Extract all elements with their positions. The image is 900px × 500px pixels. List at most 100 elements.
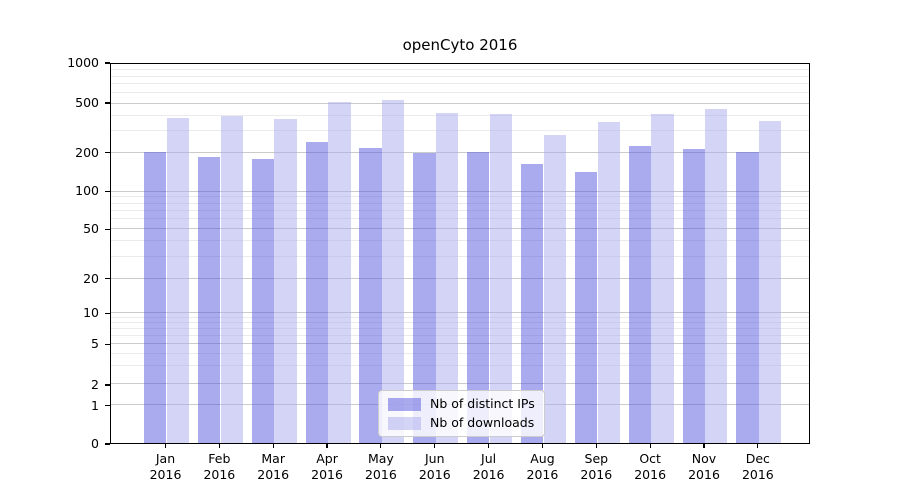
x-tick-mark-jan-2016 <box>164 444 167 448</box>
gridline-major-10 <box>111 312 809 314</box>
y-tick-mark-100 <box>105 190 110 192</box>
legend-item-downloads: Nb of downloads <box>388 416 535 430</box>
bar-distinct-ips-dec-2016 <box>736 151 759 443</box>
legend: Nb of distinct IPs Nb of downloads <box>378 390 545 437</box>
x-tick-mark-jul-2016 <box>488 444 490 448</box>
bar-downloads-jan-2016 <box>166 117 189 443</box>
y-tick-label-20: 20 <box>83 270 99 286</box>
bar-distinct-ips-apr-2016 <box>305 142 328 443</box>
bar-downloads-dec-2016 <box>759 121 782 443</box>
gridline-major-200 <box>111 152 809 154</box>
y-tick-label-10: 10 <box>83 305 99 321</box>
gridline-minor-400 <box>111 114 809 116</box>
gridline-minor-6 <box>111 334 809 336</box>
bar-downloads-mar-2016 <box>274 118 297 443</box>
gridline-minor-8 <box>111 321 809 323</box>
gridline-minor-600 <box>111 92 809 94</box>
x-tick-mark-apr-2016 <box>326 444 328 448</box>
gridline-minor-30 <box>111 255 809 257</box>
x-tick-mark-feb-2016 <box>218 444 220 448</box>
bar-distinct-ips-may-2016 <box>359 147 382 443</box>
y-tick-label-50: 50 <box>83 220 99 236</box>
bar-distinct-ips-jan-2016 <box>144 151 167 443</box>
gridline-major-100 <box>111 190 809 192</box>
bar-downloads-oct-2016 <box>651 114 674 443</box>
gridline-major-50 <box>111 228 809 230</box>
bar-downloads-apr-2016 <box>328 102 351 443</box>
bar-distinct-ips-jun-2016 <box>413 153 436 443</box>
bar-downloads-aug-2016 <box>543 134 566 443</box>
chart-title: openCyto 2016 <box>402 36 518 54</box>
gridline-minor-4 <box>111 352 809 354</box>
gridline-major-5 <box>111 342 809 344</box>
gridline-minor-40 <box>111 240 809 242</box>
y-tick-mark-5 <box>105 343 110 345</box>
y-tick-label-0: 0 <box>91 435 99 451</box>
y-tick-mark-0 <box>105 443 110 445</box>
bar-downloads-nov-2016 <box>705 109 728 443</box>
bar-distinct-ips-nov-2016 <box>682 148 705 443</box>
legend-swatch-downloads <box>388 416 421 430</box>
y-tick-mark-10 <box>105 312 110 314</box>
y-tick-label-100: 100 <box>75 183 99 199</box>
gridline-minor-7 <box>111 327 809 329</box>
bar-downloads-may-2016 <box>382 100 405 443</box>
gridline-minor-800 <box>111 75 809 77</box>
legend-label-distinct-ips: Nb of distinct IPs <box>430 396 535 411</box>
x-tick-label-jan-2016: Jan 2016 <box>149 451 182 482</box>
x-tick-label-jul-2016: Jul 2016 <box>472 451 505 482</box>
y-tick-mark-1000 <box>105 62 110 64</box>
plot-area: Nb of distinct IPs Nb of downloads <box>110 63 810 444</box>
legend-swatch-distinct-ips <box>388 397 421 411</box>
x-tick-label-oct-2016: Oct 2016 <box>634 451 667 482</box>
x-tick-label-may-2016: May 2016 <box>364 451 397 482</box>
x-tick-label-feb-2016: Feb 2016 <box>203 451 236 482</box>
x-tick-label-mar-2016: Mar 2016 <box>257 451 290 482</box>
y-tick-mark-1 <box>105 405 110 407</box>
x-tick-mark-sep-2016 <box>595 444 597 448</box>
gridline-major-500 <box>111 102 809 104</box>
y-tick-mark-2 <box>105 384 110 386</box>
bar-distinct-ips-oct-2016 <box>628 145 651 443</box>
bar-distinct-ips-jul-2016 <box>467 151 490 443</box>
gridline-minor-90 <box>111 196 809 198</box>
x-tick-label-dec-2016: Dec 2016 <box>741 451 774 482</box>
legend-item-distinct-ips: Nb of distinct IPs <box>388 397 535 411</box>
x-tick-mark-dec-2016 <box>757 444 759 448</box>
y-tick-label-1: 1 <box>91 397 99 413</box>
x-tick-mark-aug-2016 <box>541 444 544 448</box>
bar-downloads-feb-2016 <box>220 116 243 443</box>
gridline-minor-900 <box>111 69 809 71</box>
gridline-minor-70 <box>111 210 809 212</box>
bar-distinct-ips-mar-2016 <box>251 158 274 443</box>
y-tick-mark-50 <box>105 228 110 230</box>
x-tick-label-aug-2016: Aug 2016 <box>526 451 559 482</box>
bar-distinct-ips-aug-2016 <box>520 163 544 443</box>
y-tick-label-200: 200 <box>75 144 99 160</box>
x-tick-label-jun-2016: Jun 2016 <box>418 451 451 482</box>
y-tick-mark-500 <box>105 102 110 104</box>
y-tick-label-2: 2 <box>91 376 99 392</box>
x-tick-mark-nov-2016 <box>703 444 705 448</box>
bar-downloads-jul-2016 <box>489 114 513 443</box>
bar-downloads-sep-2016 <box>597 122 620 443</box>
gridline-minor-700 <box>111 83 809 85</box>
x-tick-label-apr-2016: Apr 2016 <box>311 451 343 482</box>
y-tick-mark-200 <box>105 151 110 154</box>
y-tick-mark-20 <box>105 278 110 280</box>
x-tick-mark-mar-2016 <box>272 444 274 448</box>
gridline-minor-300 <box>111 130 809 132</box>
gridline-major-20 <box>111 277 809 279</box>
legend-label-downloads: Nb of downloads <box>430 415 535 430</box>
x-tick-label-nov-2016: Nov 2016 <box>688 451 720 482</box>
gridline-minor-60 <box>111 218 809 220</box>
y-tick-label-500: 500 <box>75 94 99 110</box>
x-tick-mark-oct-2016 <box>649 444 651 448</box>
x-tick-mark-may-2016 <box>380 444 382 448</box>
y-tick-label-5: 5 <box>91 335 99 351</box>
bar-downloads-jun-2016 <box>435 112 459 443</box>
x-tick-label-sep-2016: Sep 2016 <box>580 451 613 482</box>
gridline-minor-9 <box>111 316 809 318</box>
bar-distinct-ips-feb-2016 <box>197 157 221 443</box>
